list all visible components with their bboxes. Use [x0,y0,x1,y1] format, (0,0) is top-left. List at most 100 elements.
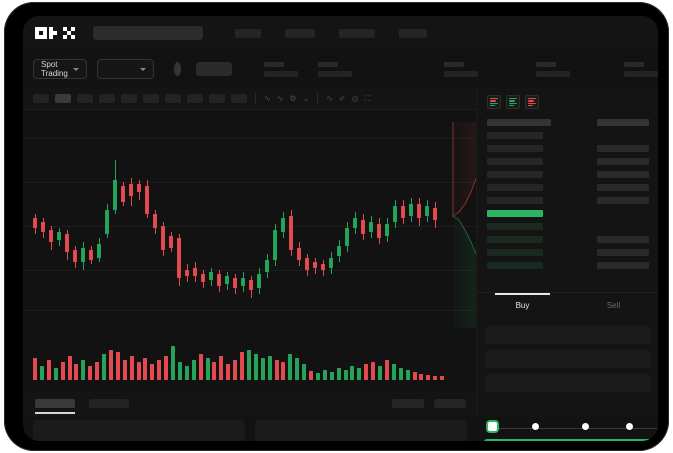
timeframe-button-2[interactable] [77,94,93,103]
volume-bar [267,356,272,380]
volume-bar [288,354,293,380]
orderbook-row-price[interactable] [487,119,551,126]
timeframe-button-7[interactable] [187,94,203,103]
pair-select[interactable] [96,59,154,79]
orderbook-row-price[interactable] [487,145,543,152]
nav-item-2[interactable] [339,28,375,38]
orders-tab-0[interactable] [35,399,75,414]
nav-item-0[interactable] [235,28,261,38]
orders-tab-1[interactable] [89,399,129,408]
timeframe-button-1[interactable] [55,94,71,103]
primary-cta-button[interactable] [484,439,658,441]
volume-bar [108,350,113,380]
order-amount-field[interactable] [485,350,651,368]
timeframe-button-0[interactable] [33,94,49,103]
fullscreen-icon[interactable]: ⛶ [364,93,371,103]
orderbook-row-amount[interactable] [597,249,649,256]
nav-item-1[interactable] [285,28,315,38]
chart-gridline [23,182,476,183]
orderbook-row-price[interactable] [487,132,543,139]
volume-bar [274,360,279,380]
orderbook-row-amount[interactable] [597,184,649,191]
volume-bar [343,370,348,380]
market-stat-label [264,61,285,67]
candlestick-chart[interactable] [23,110,476,328]
orderbook-row-amount[interactable] [597,158,649,165]
orderbook-row-price[interactable] [487,210,543,217]
top-navigation-bar [23,16,658,50]
volume-bar [171,346,175,380]
nav-item-3[interactable] [399,28,427,38]
orderbook-rows[interactable] [477,115,658,291]
volume-bar [240,352,244,380]
line-chart-icon[interactable]: ∿ [326,93,333,103]
volume-bar [95,362,100,380]
orderbook-row-price[interactable] [487,197,543,204]
volume-bar [371,362,376,380]
timeframe-button-8[interactable] [209,94,225,103]
orderbook-row-price[interactable] [487,223,543,230]
orderbook-row-price[interactable] [487,236,543,243]
settings-icon[interactable]: ⚙ [289,93,297,103]
device-screen: Spot Trading [23,16,658,441]
market-stat-value [536,70,571,77]
timeframe-button-4[interactable] [121,94,137,103]
order-price-field[interactable] [485,326,651,344]
camera-icon[interactable]: ◎ [351,93,359,103]
volume-bar [143,358,148,380]
timeframe-button-3[interactable] [99,94,115,103]
orderbook-row-price[interactable] [487,262,543,269]
tab-sell[interactable]: Sell [606,301,621,310]
orderbook-row-amount[interactable] [597,145,649,152]
bottom-card-1[interactable] [255,420,467,441]
chart-gridline [23,226,476,227]
timeframe-button-5[interactable] [143,94,159,103]
stepper-step-1[interactable] [532,423,539,430]
market-stat-2 [444,61,479,77]
okx-logo-icon[interactable] [35,27,75,39]
orderbook-both-icon[interactable] [487,95,501,109]
indicator-icon[interactable]: ∿ [264,93,271,103]
orderbook-row-price[interactable] [487,171,543,178]
volume-bar [309,371,313,380]
stepper-step-2[interactable] [582,423,589,430]
market-stat-label [536,61,557,67]
orders-action-1[interactable] [434,399,466,408]
chart-gridline [23,270,476,271]
market-stat-3 [536,61,571,77]
market-stat-value [444,70,479,77]
orderbook-row-amount[interactable] [597,236,649,243]
chevron-down-icon[interactable]: ⌄ [302,93,310,103]
search-input[interactable] [93,26,203,40]
tab-buy[interactable]: Buy [477,293,568,318]
orderbook-row-amount[interactable] [597,171,649,178]
orderbook-row-amount[interactable] [597,119,649,126]
stepper-step-3[interactable] [626,423,633,430]
magnet-icon[interactable]: ✐ [338,93,346,103]
timeframe-button-9[interactable] [231,94,247,103]
orderbook-row-price[interactable] [487,158,543,165]
volume-bar [60,362,65,380]
volume-bar [384,360,389,380]
timeframe-button-6[interactable] [165,94,181,103]
order-total-field[interactable] [485,374,651,392]
stepper-step-0[interactable] [488,422,497,431]
bottom-card-0[interactable] [33,420,245,441]
device-frame: Spot Trading [4,2,669,451]
orderbook-row-amount[interactable] [597,262,649,269]
volume-bar [405,370,410,380]
chart-toolbar: ∿ ∿ ⚙ ⌄ ∿ ✐ ◎ ⛶ [23,88,476,110]
orderbook-row-price[interactable] [487,249,543,256]
volume-bar [115,352,120,380]
volume-bar [246,350,251,380]
trading-mode-select[interactable]: Spot Trading [33,59,87,79]
volume-bar [122,360,127,380]
orderbook-asks-icon[interactable] [525,95,539,109]
volume-bar [157,360,162,380]
orderbook-row-price[interactable] [487,184,543,191]
compare-icon[interactable]: ∿ [276,93,284,103]
orders-actions [392,399,476,408]
orderbook-bids-icon[interactable] [506,95,520,109]
orders-action-0[interactable] [392,399,424,408]
orderbook-row-amount[interactable] [597,197,649,204]
